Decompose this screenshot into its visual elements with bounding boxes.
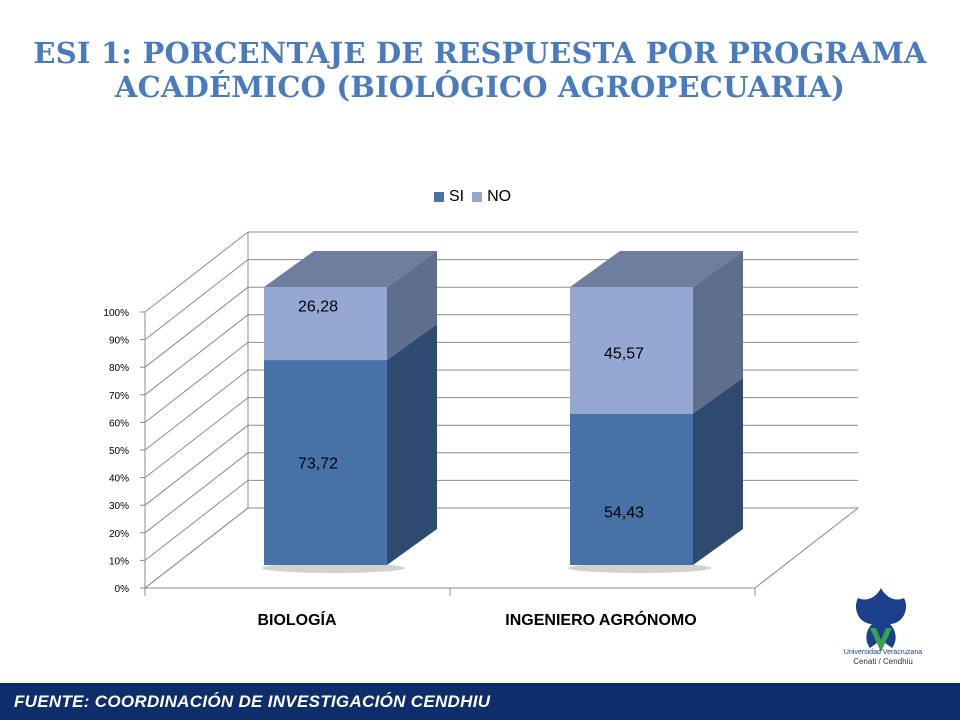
- data-label-si: 54,43: [604, 504, 644, 521]
- logo-caption-line1: Universidad Veracruzana: [843, 649, 923, 656]
- logo-caption-line2: Cenati / Cendhiu: [853, 657, 913, 666]
- y-tick-label: 50%: [109, 446, 129, 457]
- data-label-si: 73,72: [298, 456, 338, 473]
- gridline-side: [144, 259, 249, 340]
- legend-label-si: SI: [449, 188, 465, 205]
- legend-swatch-no: [472, 192, 483, 202]
- bar-shadow: [568, 563, 711, 573]
- gridline-side: [144, 342, 249, 423]
- logo-caption: Universidad Veracruzana Cenati / Cendhiu: [828, 648, 938, 666]
- y-tick-label: 30%: [109, 501, 129, 512]
- chart-title-line2: ACADÉMICO (BIOLÓGICO AGROPECUARIA): [114, 70, 846, 104]
- y-tick-label: 20%: [109, 529, 129, 540]
- y-tick-label: 80%: [109, 363, 129, 374]
- chart-title-line1: ESI 1: PORCENTAJE DE RESPUESTA POR PROGR…: [33, 36, 927, 70]
- data-label-no: 26,28: [298, 299, 338, 316]
- gridline-side: [144, 480, 249, 561]
- bar-side-si: [387, 324, 437, 565]
- bar-segment-si: [264, 360, 387, 565]
- y-tick-label: 70%: [109, 391, 129, 402]
- gridline-side: [144, 452, 249, 534]
- x-category-label: INGENIERO AGRÓNOMO: [505, 610, 696, 629]
- chart-legend: SI NO: [434, 188, 511, 206]
- bar-segment-si: [570, 413, 693, 565]
- x-category-label: BIOLOGÍA: [257, 610, 337, 629]
- gridline-side: [144, 314, 249, 396]
- y-tick-label: 90%: [109, 336, 129, 347]
- y-tick-label: 0%: [115, 584, 130, 595]
- bar-segment-no: [570, 287, 693, 414]
- footer-source-text: FUENTE: COORDINACIÓN DE INVESTIGACIÓN CE…: [14, 692, 491, 711]
- legend-item-no: NO: [472, 188, 511, 206]
- university-logo-icon: [855, 588, 907, 652]
- legend-item-si: SI: [434, 188, 464, 206]
- bar-side-si: [693, 377, 743, 565]
- y-tick-label: 100%: [103, 308, 129, 319]
- bar-segment-no: [264, 287, 387, 361]
- bar-side-no: [693, 251, 743, 414]
- y-tick-label: 40%: [109, 474, 129, 485]
- gridline-side: [144, 369, 249, 451]
- bar-side-no: [387, 251, 437, 361]
- gridline-side: [144, 231, 249, 313]
- footer-bar: FUENTE: COORDINACIÓN DE INVESTIGACIÓN CE…: [0, 683, 960, 720]
- gridline-side: [144, 424, 249, 506]
- legend-label-no: NO: [487, 188, 512, 205]
- chart-title: ESI 1: PORCENTAJE DE RESPUESTA POR PROGR…: [0, 36, 960, 104]
- bar-top-face: [264, 251, 437, 287]
- data-label-no: 45,57: [604, 345, 644, 362]
- gridline-side: [144, 397, 249, 478]
- legend-swatch-si: [434, 192, 444, 202]
- chart-floor: [143, 507, 860, 589]
- gridline-side: [144, 286, 249, 368]
- bar-shadow: [262, 563, 405, 573]
- bar-top-face: [570, 251, 743, 287]
- y-tick-label: 60%: [109, 418, 129, 429]
- y-tick-label: 10%: [109, 556, 129, 567]
